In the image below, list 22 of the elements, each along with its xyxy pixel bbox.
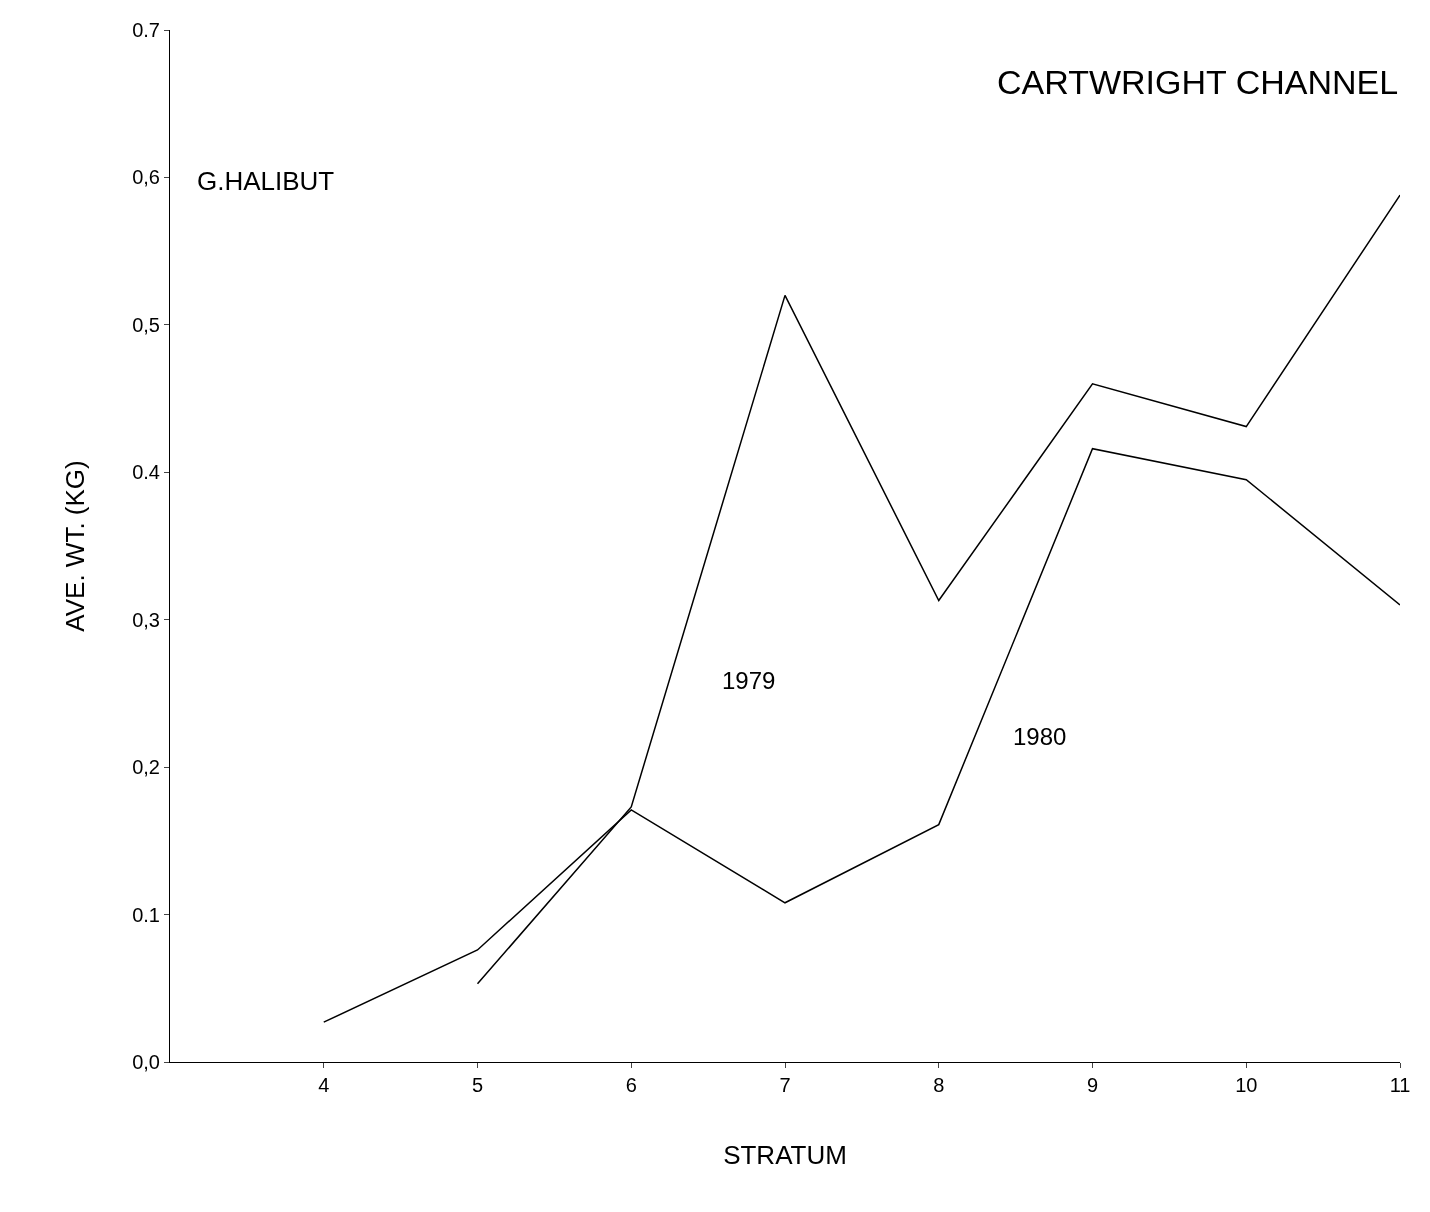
- x-tick-label: 10: [1235, 1074, 1258, 1096]
- x-tick-label: 7: [779, 1074, 791, 1096]
- x-axis-title: STRATUM: [723, 1139, 847, 1170]
- y-axis-title: AVE. WT. (KG): [59, 460, 90, 632]
- y-tick-label: 0,6: [132, 166, 160, 189]
- y-tick-label: 0.7: [132, 19, 160, 41]
- annotation: 1979: [722, 667, 776, 694]
- y-tick-label: 0,5: [132, 313, 160, 336]
- y-tick-label: 0.4: [132, 461, 160, 484]
- x-tick-label: 9: [1086, 1074, 1099, 1096]
- x-tick-label: 4: [318, 1074, 330, 1096]
- y-tick-label: 0,2: [132, 756, 160, 779]
- y-tick-label: 0,0: [132, 1051, 160, 1073]
- y-tick-label: 0,3: [132, 608, 160, 631]
- x-tick-label: 5: [471, 1074, 484, 1096]
- annotation: 1980: [1013, 723, 1067, 750]
- x-tick-label: 8: [933, 1074, 945, 1096]
- y-tick-label: 0.1: [132, 903, 160, 926]
- text: G.HALIBUT: [197, 166, 335, 196]
- x-tick-label: 11: [1389, 1074, 1411, 1096]
- x-tick-label: 6: [625, 1074, 637, 1096]
- text: CARTWRIGHT CHANNEL: [997, 63, 1399, 101]
